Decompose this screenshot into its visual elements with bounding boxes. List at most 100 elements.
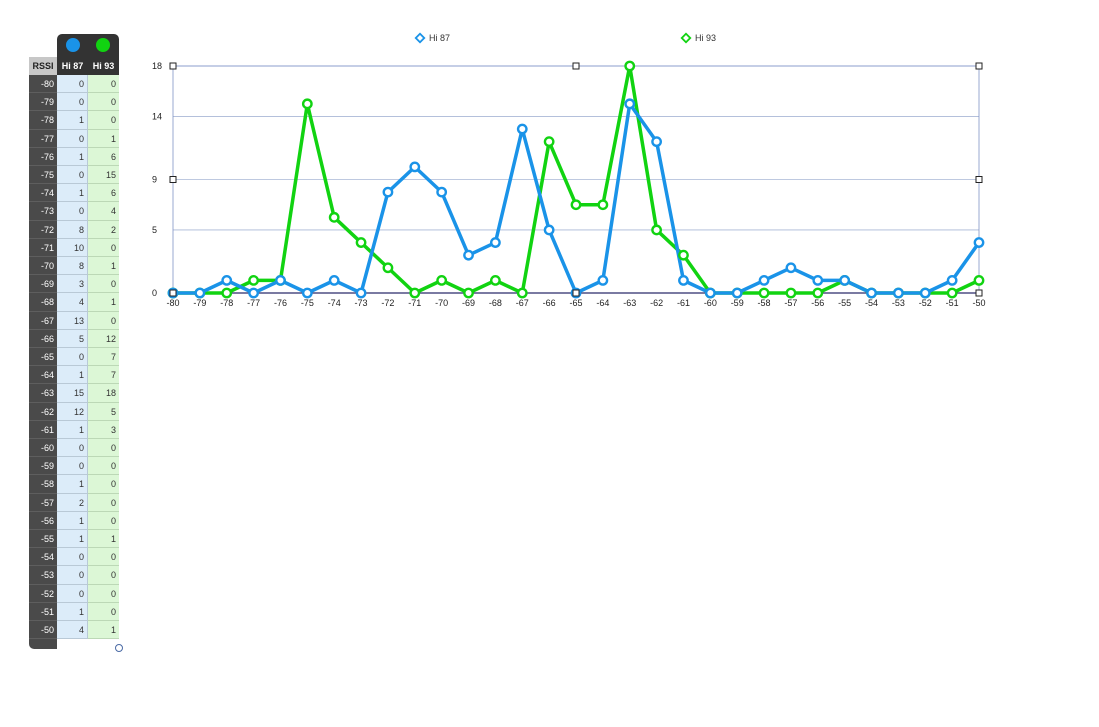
cell-series-a[interactable]: 12	[57, 402, 88, 421]
series-b-color-swatch[interactable]	[96, 38, 110, 52]
data-point-a[interactable]	[624, 98, 636, 110]
data-point-a[interactable]	[973, 237, 985, 248]
data-point-a[interactable]	[543, 224, 555, 236]
cell-series-b[interactable]: 6	[88, 184, 119, 203]
data-point-b[interactable]	[785, 287, 797, 299]
cell-rssi[interactable]: -56	[29, 511, 57, 530]
data-point-a[interactable]	[328, 274, 340, 286]
cell-series-b[interactable]: 18	[88, 384, 119, 403]
cell-series-a[interactable]: 4	[57, 621, 88, 640]
cell-series-a[interactable]: 4	[57, 293, 88, 312]
cell-rssi[interactable]: -50	[29, 621, 57, 640]
cell-series-b[interactable]: 15	[88, 166, 119, 185]
cell-rssi[interactable]: -55	[29, 530, 57, 549]
data-point-a[interactable]	[758, 274, 770, 286]
data-point-b[interactable]	[301, 98, 313, 110]
data-point-a[interactable]	[248, 287, 260, 299]
data-point-b[interactable]	[973, 274, 985, 286]
data-point-b[interactable]	[436, 274, 448, 286]
data-point-a[interactable]	[436, 186, 448, 198]
cell-series-a[interactable]: 0	[57, 202, 88, 221]
cell-rssi[interactable]: -68	[29, 293, 57, 312]
data-point-a[interactable]	[812, 274, 824, 286]
data-point-a[interactable]	[651, 136, 662, 148]
cell-series-b[interactable]: 1	[88, 621, 119, 640]
cell-series-a[interactable]: 0	[57, 93, 88, 112]
cell-rssi[interactable]: -51	[29, 602, 57, 621]
cell-rssi[interactable]: -52	[29, 584, 57, 603]
cell-rssi[interactable]: -54	[29, 548, 57, 567]
series-a-color-swatch[interactable]	[66, 38, 80, 52]
cell-rssi[interactable]: -76	[29, 147, 57, 166]
cell-series-a[interactable]: 10	[57, 238, 88, 257]
cell-series-b[interactable]: 0	[88, 75, 119, 94]
cell-rssi[interactable]: -70	[29, 257, 57, 276]
data-point-b[interactable]	[516, 287, 528, 299]
cell-series-b[interactable]: 2	[88, 220, 119, 239]
cell-rssi[interactable]: -71	[29, 238, 57, 257]
cell-rssi[interactable]: -72	[29, 220, 57, 239]
data-point-a[interactable]	[785, 262, 797, 274]
cell-series-b[interactable]: 1	[88, 257, 119, 276]
cell-series-b[interactable]: 7	[88, 366, 119, 385]
data-point-b[interactable]	[355, 237, 367, 248]
cell-rssi[interactable]: -80	[29, 75, 57, 94]
cell-series-a[interactable]: 1	[57, 530, 88, 549]
cell-series-b[interactable]: 0	[88, 311, 119, 330]
data-point-a[interactable]	[946, 274, 958, 286]
data-point-b[interactable]	[946, 287, 958, 299]
cell-rssi[interactable]: -58	[29, 475, 57, 494]
cell-series-a[interactable]: 1	[57, 366, 88, 385]
data-point-b[interactable]	[570, 199, 582, 211]
data-point-a[interactable]	[678, 274, 689, 286]
selection-handle[interactable]	[169, 176, 177, 183]
cell-series-b[interactable]: 12	[88, 329, 119, 348]
data-point-b[interactable]	[382, 262, 394, 274]
cell-series-a[interactable]: 0	[57, 584, 88, 603]
cell-rssi[interactable]: -65	[29, 348, 57, 367]
data-point-b[interactable]	[624, 60, 636, 72]
cell-series-b[interactable]: 3	[88, 420, 119, 439]
cell-rssi[interactable]: -79	[29, 93, 57, 112]
cell-series-a[interactable]: 8	[57, 257, 88, 276]
cell-rssi[interactable]: -78	[29, 111, 57, 130]
cell-series-b[interactable]: 0	[88, 602, 119, 621]
cell-series-b[interactable]: 0	[88, 457, 119, 476]
cell-series-a[interactable]: 1	[57, 184, 88, 203]
data-point-a[interactable]	[382, 186, 394, 198]
header-rssi[interactable]: RSSI	[29, 57, 57, 75]
cell-rssi[interactable]: -61	[29, 420, 57, 439]
cell-series-a[interactable]: 0	[57, 439, 88, 458]
data-point-a[interactable]	[489, 237, 501, 248]
cell-rssi[interactable]: -67	[29, 311, 57, 330]
data-point-a[interactable]	[194, 287, 206, 299]
cell-series-a[interactable]: 13	[57, 311, 88, 330]
cell-series-a[interactable]: 8	[57, 220, 88, 239]
data-point-b[interactable]	[597, 199, 609, 211]
data-point-b[interactable]	[758, 287, 770, 299]
data-point-a[interactable]	[597, 274, 609, 286]
cell-series-b[interactable]: 0	[88, 439, 119, 458]
cell-series-b[interactable]: 0	[88, 93, 119, 112]
data-point-a[interactable]	[355, 287, 367, 299]
cell-series-b[interactable]: 0	[88, 566, 119, 585]
cell-rssi[interactable]: -57	[29, 493, 57, 512]
cell-series-a[interactable]: 0	[57, 548, 88, 567]
data-point-a[interactable]	[839, 274, 851, 286]
data-point-b[interactable]	[221, 287, 233, 299]
cell-rssi[interactable]: -64	[29, 366, 57, 385]
cell-series-a[interactable]: 15	[57, 384, 88, 403]
cell-series-b[interactable]: 4	[88, 202, 119, 221]
selection-handle[interactable]	[572, 62, 580, 70]
cell-series-a[interactable]: 0	[57, 129, 88, 148]
selection-handle[interactable]	[975, 176, 983, 183]
cell-series-b[interactable]: 1	[88, 129, 119, 148]
data-point-b[interactable]	[678, 249, 689, 261]
data-point-a[interactable]	[221, 274, 233, 286]
cell-series-b[interactable]: 6	[88, 147, 119, 166]
data-point-a[interactable]	[866, 287, 877, 299]
cell-series-b[interactable]: 0	[88, 238, 119, 257]
data-point-a[interactable]	[409, 161, 421, 173]
selection-handle[interactable]	[975, 289, 983, 297]
